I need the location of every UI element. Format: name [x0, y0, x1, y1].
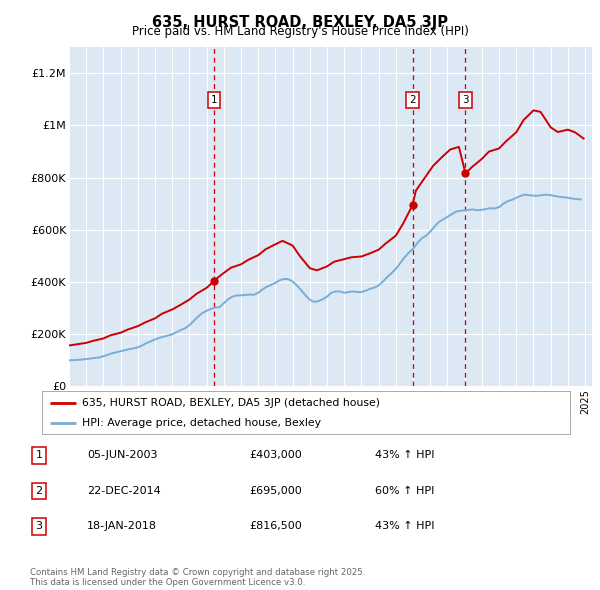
Text: £695,000: £695,000 [249, 486, 302, 496]
Text: 3: 3 [35, 522, 43, 531]
Text: 18-JAN-2018: 18-JAN-2018 [87, 522, 157, 531]
Text: 2: 2 [409, 95, 416, 105]
Text: 2: 2 [35, 486, 43, 496]
Text: 635, HURST ROAD, BEXLEY, DA5 3JP (detached house): 635, HURST ROAD, BEXLEY, DA5 3JP (detach… [82, 398, 380, 408]
Text: 3: 3 [462, 95, 469, 105]
Text: £816,500: £816,500 [249, 522, 302, 531]
Text: £403,000: £403,000 [249, 451, 302, 460]
Text: 43% ↑ HPI: 43% ↑ HPI [375, 522, 434, 531]
Text: 05-JUN-2003: 05-JUN-2003 [87, 451, 157, 460]
Text: Contains HM Land Registry data © Crown copyright and database right 2025.
This d: Contains HM Land Registry data © Crown c… [30, 568, 365, 587]
Text: 1: 1 [211, 95, 217, 105]
Point [209, 277, 219, 286]
Text: 43% ↑ HPI: 43% ↑ HPI [375, 451, 434, 460]
Text: 1: 1 [35, 451, 43, 460]
Text: Price paid vs. HM Land Registry's House Price Index (HPI): Price paid vs. HM Land Registry's House … [131, 25, 469, 38]
Text: HPI: Average price, detached house, Bexley: HPI: Average price, detached house, Bexl… [82, 418, 320, 428]
Point [461, 169, 470, 178]
Text: 635, HURST ROAD, BEXLEY, DA5 3JP: 635, HURST ROAD, BEXLEY, DA5 3JP [152, 15, 448, 30]
Point [408, 201, 418, 210]
Text: 22-DEC-2014: 22-DEC-2014 [87, 486, 161, 496]
Text: 60% ↑ HPI: 60% ↑ HPI [375, 486, 434, 496]
